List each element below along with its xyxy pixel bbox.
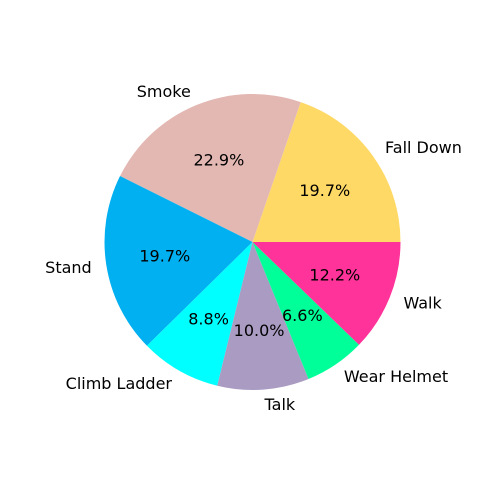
pie-label-walk: Walk: [403, 293, 442, 312]
pie-pct-label-smoke: 22.9%: [193, 150, 244, 169]
pie-pct-label-climb-ladder: 8.8%: [188, 310, 229, 329]
pie-label-fall-down: Fall Down: [385, 138, 462, 157]
pie-pct-label-stand: 19.7%: [139, 246, 190, 265]
pie-label-talk: Talk: [264, 395, 296, 414]
pie-slice-fall-down: [252, 102, 401, 242]
pie-slices: [104, 94, 401, 390]
pie-label-climb-ladder: Climb Ladder: [66, 374, 173, 393]
pie-label-smoke: Smoke: [137, 82, 191, 101]
pie-slice-climb-ladder: [146, 242, 253, 386]
pie-pct-label-walk: 12.2%: [309, 266, 360, 285]
pie-slice-talk: [217, 242, 309, 390]
pie-pct-label-fall-down: 19.7%: [299, 181, 350, 200]
pie-slice-stand: [104, 175, 253, 346]
pie-slice-walk: [252, 242, 401, 345]
pie-category-labels: Fall Down Smoke Stand Climb Ladder Talk Wear …: [45, 82, 462, 414]
pie-percentage-labels: 19.7% 22.9% 19.7% 8.8% 10.0%6.6% 12.2%: [139, 150, 360, 340]
pie-slice-smoke: [120, 94, 301, 243]
pie-label-stand: Stand: [45, 258, 92, 277]
pie-pct-label-talk: 10.0%: [234, 321, 285, 340]
pie-label-wear-helmet: Wear Helmet: [344, 367, 448, 386]
pie-slice-wear-helmet: [252, 242, 360, 379]
pie-pct-label-wear-helmet: 6.6%: [282, 306, 323, 325]
